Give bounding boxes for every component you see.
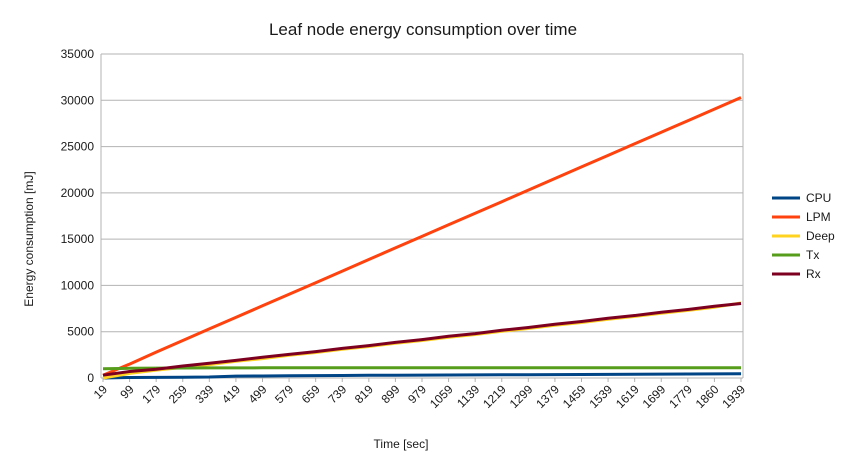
x-tick-label: 1299 [507,382,536,411]
y-axis-label: Energy consumption [mJ] [22,171,36,306]
x-axis-tick-labels: 19 99 179 259 339 419 499 579 659 739 819 899 979105… [91,382,749,411]
x-tick-label: 179 [139,382,163,406]
series-line-cpu [102,372,742,380]
chart-title: Leaf node energy consumption over time [269,20,577,39]
y-tick-label: 35000 [61,47,95,61]
y-axis-tick-labels: 0 5000 10000 15000 20000 25000 30000 35000 [61,47,95,385]
series-lines [102,96,742,380]
gridlines [101,53,743,379]
x-tick-label: 99 [117,382,137,402]
x-tick-label: 899 [378,382,402,406]
y-tick-label: 20000 [61,186,95,200]
x-tick-label: 499 [246,382,270,406]
x-tick-label: 1619 [613,382,642,411]
x-tick-label: 579 [272,382,296,406]
y-tick-label: 10000 [61,278,95,292]
x-tick-label: 1219 [480,382,509,411]
legend-label: Tx [806,248,819,262]
series-line-tx [102,366,741,371]
x-tick-label: 1539 [586,382,615,411]
legend: CPU LPM Deep Tx Rx [772,191,835,281]
legend-label: Rx [806,267,821,281]
x-axis-label: Time [sec] [374,437,429,451]
x-tick-label: 1779 [666,382,695,411]
series-line-lpm [102,96,742,377]
x-tick-label: 419 [219,382,243,406]
x-tick-label: 979 [405,382,429,406]
x-tick-label: 1860 [693,382,722,411]
x-tick-label: 1059 [427,382,456,411]
x-tick-label: 1939 [719,382,748,411]
y-tick-label: 15000 [61,232,95,246]
legend-label: Deep [806,229,835,243]
legend-label: CPU [806,191,831,205]
x-tick-label: 1379 [533,382,562,411]
y-tick-label: 25000 [61,140,95,154]
legend-label: LPM [806,210,831,224]
x-tick-label: 1699 [640,382,669,411]
x-tick-label: 819 [352,382,376,406]
x-tick-label: 1139 [454,382,482,410]
x-tick-label: 739 [325,382,349,406]
x-tick-label: 1459 [560,382,589,411]
y-tick-label: 0 [87,371,94,385]
y-tick-label: 5000 [67,325,94,339]
y-tick-label: 30000 [61,93,95,107]
x-tick-label: 659 [299,382,323,406]
x-tick-label: 259 [166,382,190,406]
x-tick-label: 339 [192,382,216,406]
series-line-rx [102,302,742,377]
